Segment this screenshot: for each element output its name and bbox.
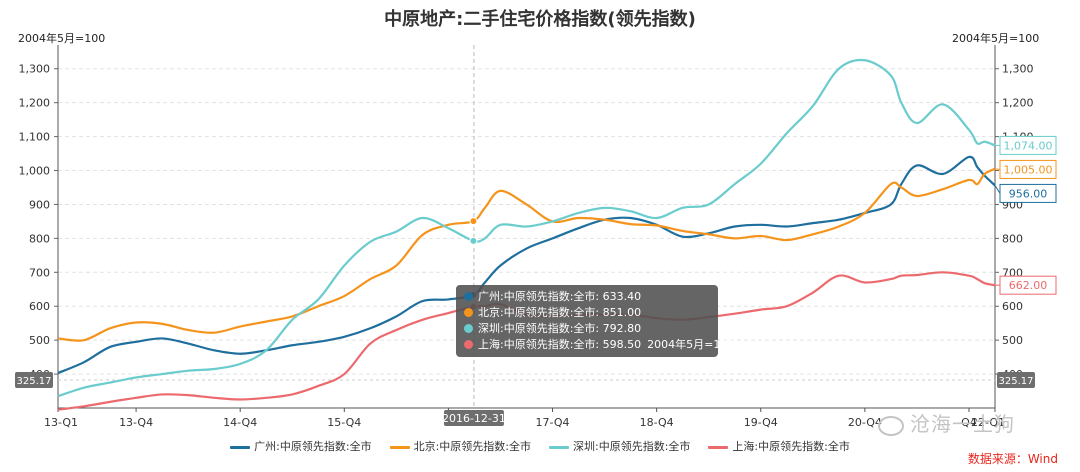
series-marker-2 — [469, 236, 478, 245]
y-tick-label-right: 1,200 — [1002, 97, 1034, 110]
legend-swatch — [389, 445, 410, 449]
watermark: 沧海一土狗 — [878, 408, 1015, 437]
right-axis-unit: 2004年5月=100 — [952, 32, 1040, 45]
x-tick-label: Q4 — [961, 416, 977, 429]
y-tick-label-left: 900 — [29, 198, 50, 211]
end-label-box — [999, 159, 1057, 179]
data-source: 数据来源：Wind — [967, 452, 1058, 466]
series-line-0 — [57, 155, 996, 375]
pointer-label-left: 325.17 — [17, 376, 52, 387]
legend-swatch — [230, 445, 251, 449]
y-tick-label-left: 1,200 — [19, 97, 51, 110]
tooltip-label: 广州:中原领先指数:全市: 633.40 — [478, 290, 642, 303]
y-tick-label-left: 500 — [29, 334, 50, 347]
end-label-value: 1,005.00 — [1004, 163, 1053, 176]
tooltip-dot — [464, 308, 473, 317]
x-tick-label: 18-Q4 — [640, 416, 674, 429]
left-axis-unit: 2004年5月=100 — [18, 32, 106, 45]
legend-label: 深圳:中原领先指数:全市 — [573, 440, 691, 453]
end-label-value: 1,074.00 — [1004, 139, 1053, 152]
x-tick-label: 15-Q4 — [327, 416, 361, 429]
wechat-icon — [878, 415, 904, 436]
tooltip-note: 2004年5月=100 — [647, 338, 735, 351]
tooltip-dot — [464, 340, 473, 349]
x-tick-label: 17-Q4 — [536, 416, 570, 429]
chart-tooltip: 广州:中原领先指数:全市: 633.40 北京:中原领先指数:全市: 851.00… — [456, 285, 734, 357]
end-label-box — [999, 183, 1057, 203]
x-tick-label: 19-Q4 — [744, 416, 778, 429]
y-tick-label-left: 1,000 — [19, 165, 51, 178]
legend-item[interactable]: 上海:中原领先指数:全市 — [708, 438, 850, 454]
legend-label: 上海:中原领先指数:全市 — [732, 440, 850, 453]
end-label-leader — [994, 185, 1001, 194]
tooltip-row: 深圳:中原领先指数:全市: 792.80 — [464, 321, 710, 337]
tooltip-label: 北京:中原领先指数:全市: 851.00 — [478, 306, 642, 319]
crosshair-label: 2016-12-31 — [442, 412, 506, 425]
y-tick-label-right: 500 — [1002, 334, 1023, 347]
legend-item[interactable]: 广州:中原领先指数:全市 — [230, 438, 372, 454]
tooltip-rows: 广州:中原领先指数:全市: 633.40 北京:中原领先指数:全市: 851.00… — [464, 289, 734, 353]
watermark-text: 沧海一土狗 — [910, 412, 1015, 436]
legend-item[interactable]: 深圳:中原领先指数:全市 — [549, 438, 690, 454]
series-marker-1 — [469, 217, 478, 226]
x-tick-label: 22-Q1 — [971, 416, 1005, 429]
y-tick-label-left: 700 — [29, 266, 50, 279]
legend-swatch — [708, 445, 729, 449]
end-label-leader — [994, 168, 1001, 170]
pointer-label-right: 325.17 — [999, 376, 1034, 387]
legend-label: 北京:中原领先指数:全市 — [413, 440, 531, 453]
tooltip-row: 广州:中原领先指数:全市: 633.40 — [464, 289, 710, 305]
y-tick-label-left: 1,300 — [19, 63, 51, 76]
tooltip-label: 深圳:中原领先指数:全市: 792.80 — [478, 322, 642, 335]
y-tick-label-left: 1,100 — [19, 131, 51, 144]
legend-item[interactable]: 北京:中原领先指数:全市 — [389, 438, 531, 454]
legend-swatch — [549, 445, 569, 449]
legend-label: 广州:中原领先指数:全市 — [254, 440, 372, 453]
tooltip-row: 上海:中原领先指数:全市: 598.50 2004年5月=100 — [464, 337, 734, 353]
tooltip-dot — [464, 292, 473, 301]
end-label-box — [999, 275, 1057, 295]
tooltip-dot — [464, 324, 473, 333]
end-label-value: 956.00 — [1009, 187, 1048, 200]
pointer-badge-left — [15, 372, 53, 388]
tooltip-row: 北京:中原领先指数:全市: 851.00 — [464, 305, 710, 321]
x-tick-label: 20-Q4 — [848, 416, 882, 429]
end-label-box — [999, 135, 1057, 155]
chart-legend: 广州:中原领先指数:全市 北京:中原领先指数:全市 深圳:中原领先指数:全市 上海:中… — [0, 438, 1080, 454]
series-line-2 — [57, 58, 996, 398]
chart-title: 中原地产:二手住宅价格指数(领先指数) — [384, 9, 696, 30]
x-tick-label: 13-Q1 — [44, 416, 78, 429]
y-tick-label-left: 600 — [29, 300, 50, 313]
y-tick-label-right: 1,300 — [1002, 63, 1034, 76]
y-tick-label-right: 600 — [1002, 300, 1023, 313]
x-tick-label: 14-Q4 — [223, 416, 257, 429]
y-tick-label-left: 800 — [29, 232, 50, 245]
crosshair-label-bg — [443, 410, 504, 426]
x-tick-label: 13-Q4 — [119, 416, 153, 429]
end-label-value: 662.00 — [1009, 279, 1048, 292]
pointer-badge-right — [997, 372, 1035, 388]
y-tick-label-right: 800 — [1002, 232, 1023, 245]
tooltip-label: 上海:中原领先指数:全市: 598.50 — [478, 338, 642, 351]
